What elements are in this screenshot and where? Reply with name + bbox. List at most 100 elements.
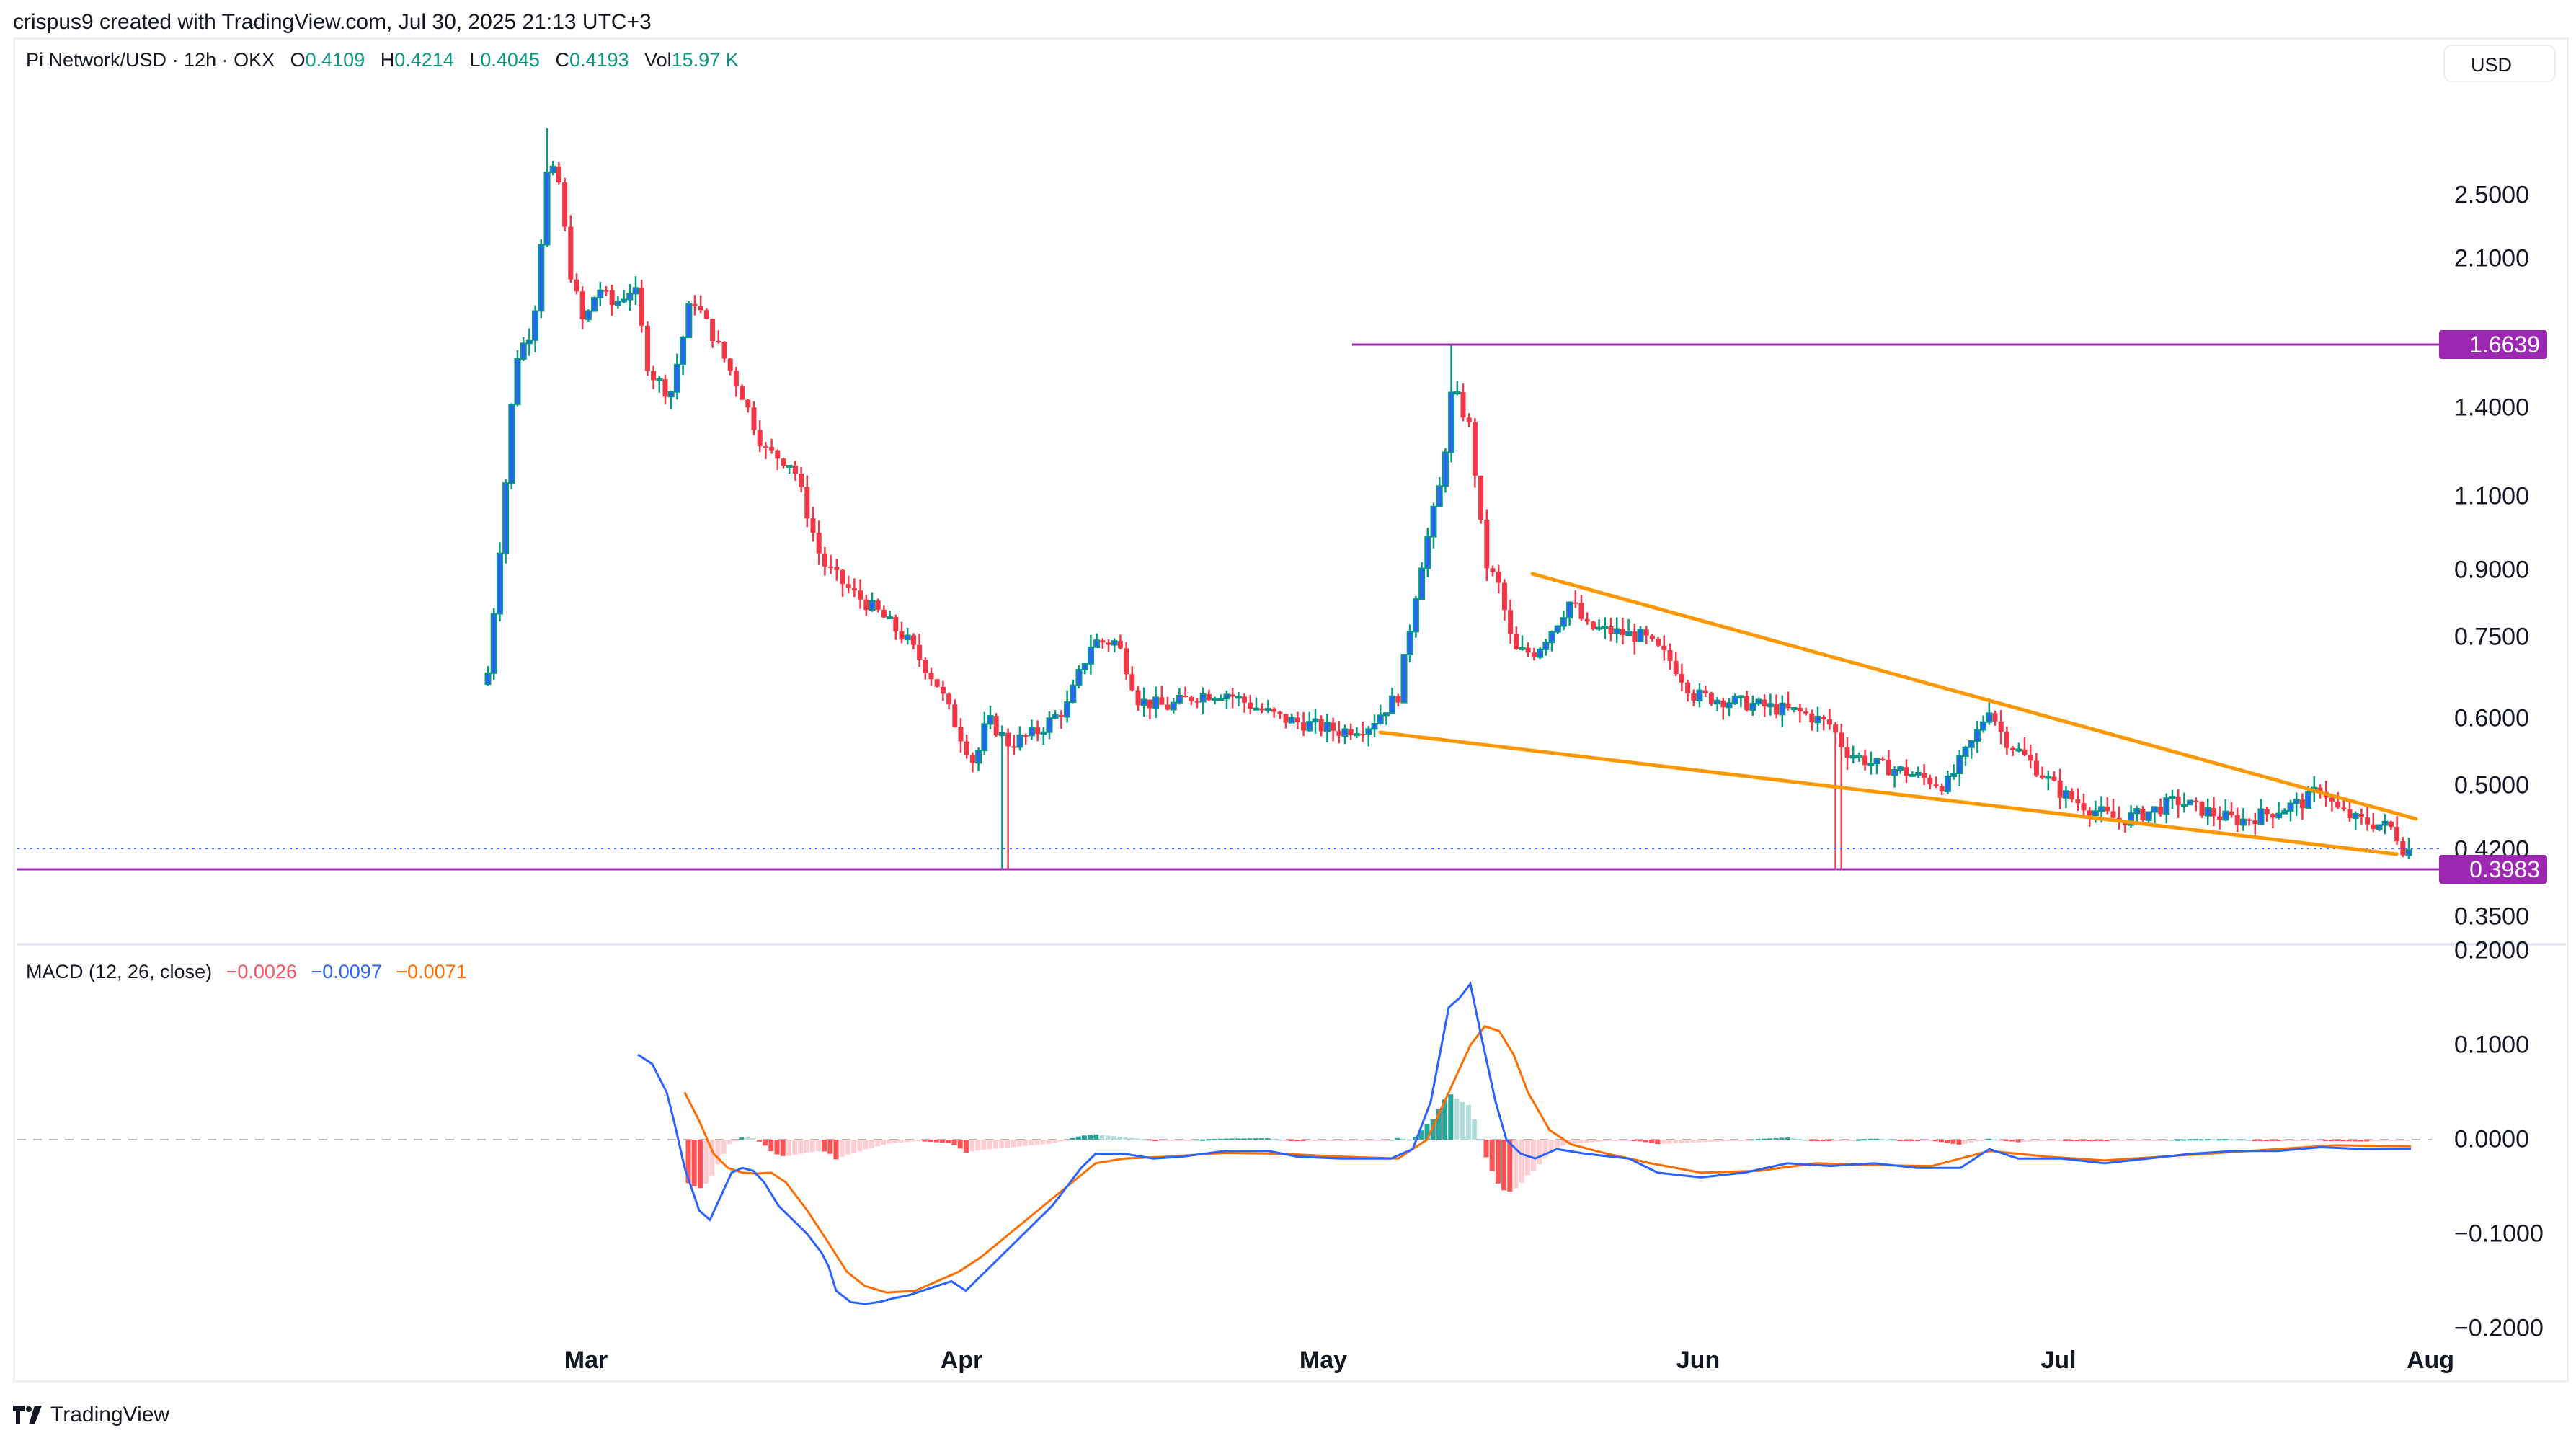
candle-up [1814, 706, 1821, 732]
candle-up [1696, 683, 1703, 708]
candle-down [946, 692, 952, 710]
candle-down [1011, 735, 1017, 755]
candle-down [1460, 383, 1466, 422]
macd-histogram-bar [1803, 1139, 1808, 1141]
candle-up [1323, 714, 1331, 743]
macd-histogram-bar [957, 1140, 963, 1149]
macd-histogram-bar [2163, 1140, 2169, 1141]
tradingview-logo-text: TradingView [50, 1403, 170, 1427]
macd-histogram-bar [1324, 1140, 1330, 1141]
macd-histogram-bar [1011, 1140, 1016, 1148]
candle-down [2299, 793, 2305, 820]
macd-signal-line [683, 1025, 2412, 1294]
macd-histogram-bar [1454, 1099, 1460, 1140]
macd-histogram-bar [1052, 1140, 1057, 1143]
candle-up [525, 328, 533, 356]
macd-histogram-bar [2257, 1140, 2263, 1141]
macd-histogram-bar [839, 1140, 845, 1157]
candle-up [2257, 799, 2265, 825]
macd-histogram-bar [1235, 1138, 1241, 1140]
candle-down [2158, 798, 2164, 817]
macd-histogram-bar [1814, 1140, 1820, 1141]
macd-histogram-bar [1016, 1140, 1022, 1147]
candle-down [969, 752, 975, 773]
candle-up [2180, 792, 2188, 813]
open-label: O [290, 49, 306, 71]
candle-up [680, 335, 687, 376]
macd-histogram-bar [1341, 1140, 1347, 1141]
candle-down [579, 286, 585, 329]
macd-histogram-bar [1879, 1139, 1885, 1141]
macd-histogram-bar [2281, 1140, 2287, 1141]
price-axis-label: 0.5000 [2454, 771, 2529, 799]
macd-histogram-bar [1572, 1140, 1578, 1144]
macd-axis-label: 0.0000 [2454, 1125, 2529, 1153]
candle-down [662, 374, 668, 404]
candle-up [1430, 502, 1437, 549]
macd-histogram-bar [792, 1140, 798, 1155]
currency-button[interactable]: USD [2443, 45, 2556, 82]
candle-down [1702, 686, 1708, 698]
candle-up [1944, 771, 1951, 794]
macd-histogram-bar [697, 1140, 703, 1189]
candle-down [1035, 720, 1041, 742]
macd-histogram-bar [1288, 1140, 1294, 1141]
candle-down [1466, 413, 1472, 427]
candle-up [1779, 695, 1786, 727]
macd-histogram-bar [2287, 1140, 2293, 1141]
time-axis-label: May [1299, 1347, 1348, 1374]
wedge-lower-trendline [1378, 730, 2399, 856]
macd-histogram-bar [1808, 1140, 1814, 1141]
candle-down [763, 442, 768, 459]
macd-histogram-bar [1524, 1140, 1530, 1176]
macd-histogram-bar [2098, 1140, 2104, 1142]
candle-up [1436, 476, 1443, 507]
candle-down [757, 420, 763, 453]
macd-histogram-bar [1749, 1139, 1755, 1141]
macd-title[interactable]: MACD (12, 26, close) [26, 961, 213, 982]
macd-histogram-bar [756, 1140, 762, 1142]
candle-down [1525, 642, 1531, 657]
candle-up [1548, 630, 1555, 652]
price-axis-label: 0.9000 [2454, 556, 2529, 584]
macd-histogram-bar [2299, 1140, 2305, 1141]
candle-up [1176, 688, 1183, 705]
candle-down [1194, 698, 1200, 709]
candle-up [1454, 381, 1461, 396]
macd-histogram-bar [910, 1140, 916, 1142]
candle-up [1537, 647, 1544, 660]
candle-up [1093, 633, 1101, 648]
chart-credit: crispus9 created with TradingView.com, J… [13, 10, 652, 34]
macd-histogram-bar [1413, 1137, 1418, 1140]
macd-histogram-value: −0.0026 [226, 961, 297, 982]
candle-down [2270, 813, 2275, 828]
macd-histogram-bar [1265, 1138, 1271, 1140]
macd-histogram-bar [1666, 1140, 1672, 1144]
macd-histogram-bar [2388, 1140, 2394, 1142]
macd-histogram-bar [2051, 1140, 2056, 1141]
candle-down [639, 280, 644, 333]
candle-up [1891, 766, 1898, 788]
candle-up [1731, 693, 1738, 705]
candle-up [549, 161, 556, 176]
chart-frame [13, 37, 2569, 1383]
candle-up [1956, 750, 1963, 786]
candle-up [1973, 720, 1981, 753]
macd-histogram-bar [2340, 1140, 2346, 1142]
candle-down [1744, 691, 1750, 712]
macd-histogram-bar [1105, 1135, 1111, 1140]
candle-down [2211, 797, 2216, 827]
macd-histogram-bar [845, 1140, 850, 1155]
macd-histogram-bar [1347, 1140, 1353, 1141]
macd-histogram-bar [892, 1140, 898, 1143]
macd-histogram-bar [1548, 1140, 1554, 1151]
symbol-title[interactable]: Pi Network/USD · 12h · OKX [26, 49, 275, 71]
candle-down [1206, 689, 1212, 701]
candle-down [875, 598, 881, 613]
candle-up [1075, 665, 1083, 689]
macd-histogram-bar [916, 1140, 922, 1142]
macd-histogram-bar [822, 1140, 827, 1152]
macd-histogram-bar [2270, 1140, 2275, 1141]
macd-histogram-bar [1596, 1140, 1602, 1142]
